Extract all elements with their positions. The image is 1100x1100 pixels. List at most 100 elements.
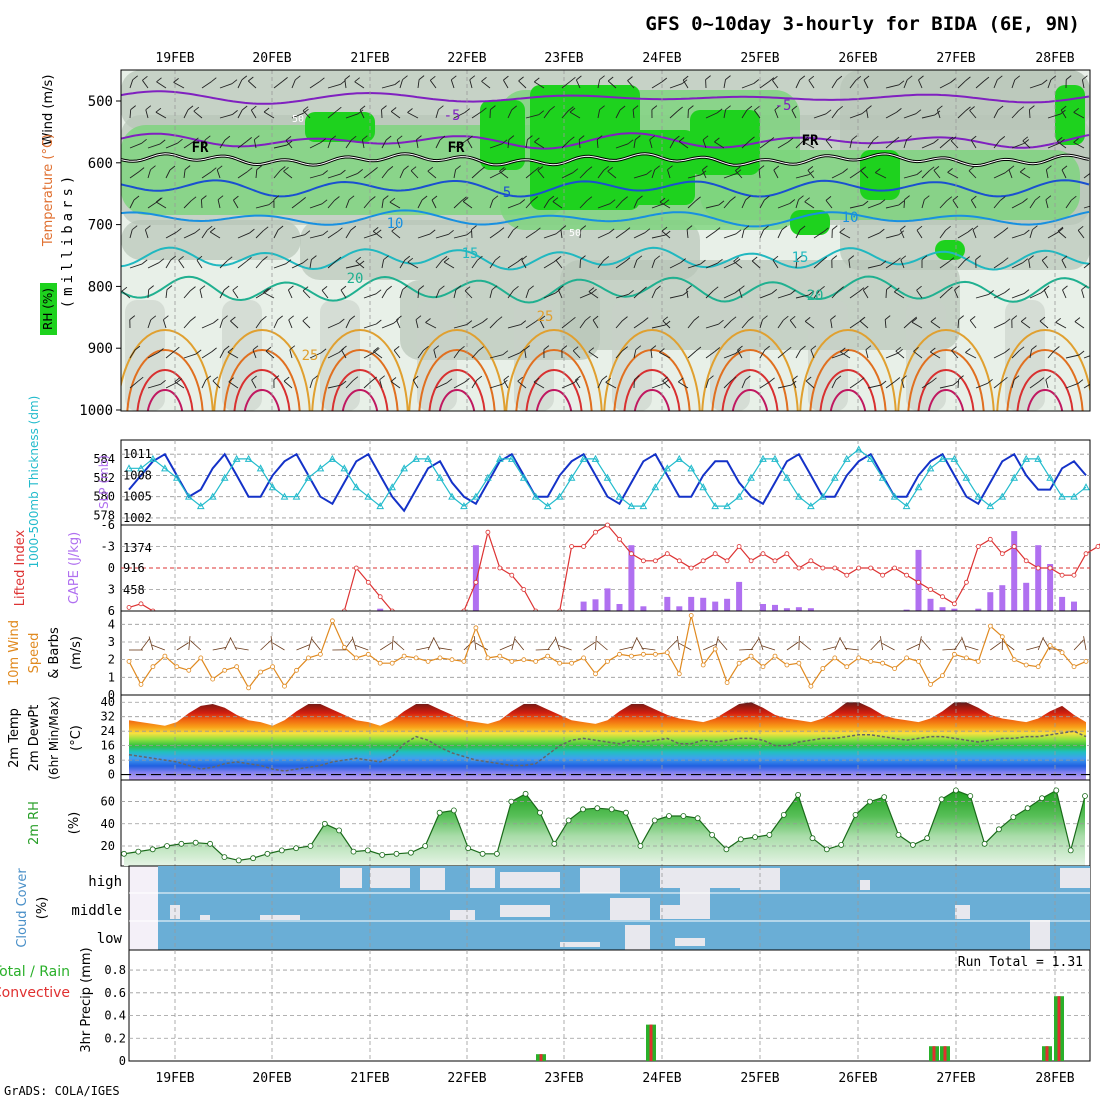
rh2m-point xyxy=(565,817,572,824)
wind-barb xyxy=(273,263,287,269)
wind-barb xyxy=(741,320,749,329)
wind10-barb-20 xyxy=(354,644,369,651)
wind-barb xyxy=(309,352,322,359)
wind-barb xyxy=(615,200,624,209)
rh-shade-green-1 xyxy=(480,100,525,170)
top-date-28FEB: 28FEB xyxy=(1035,51,1074,66)
wind-barb-feather xyxy=(970,135,977,141)
rh2m-point xyxy=(121,850,127,857)
bottom-date-20FEB: 20FEB xyxy=(252,1071,291,1086)
wind-barb-feather xyxy=(295,75,301,81)
li-point xyxy=(641,558,646,564)
warm-contour-2-3 xyxy=(341,389,379,411)
wind-barb xyxy=(255,204,270,209)
cloud-cell-9 xyxy=(860,880,870,890)
wind-barb xyxy=(993,172,1006,179)
wind-barb xyxy=(415,319,419,329)
wind-barb-feather xyxy=(511,105,517,111)
cloud-panel: high middle low Cloud Cover (%) xyxy=(15,865,1091,951)
isotherm-label-6: 10 xyxy=(387,216,404,232)
run-total: Run Total = 1.31 xyxy=(958,955,1083,970)
wind10-barb-58 xyxy=(822,646,837,651)
wind-barb-feather xyxy=(950,78,956,83)
thickness-point-39 xyxy=(591,454,600,462)
li-tick--6: -6 xyxy=(101,518,115,532)
wind-barb xyxy=(939,384,954,389)
wind-barb xyxy=(183,141,194,149)
cape-tick-458: 458 xyxy=(123,583,145,597)
rh2m-point xyxy=(178,840,185,847)
wind-barb-feather xyxy=(803,136,809,142)
wind-barb-feather xyxy=(916,225,923,231)
wind10-tick-1: 1 xyxy=(108,670,115,684)
wind-barb xyxy=(678,381,689,389)
wind-barb xyxy=(849,139,853,149)
li-point xyxy=(760,551,766,557)
wind-barb xyxy=(219,260,228,269)
wind10-point xyxy=(1035,664,1041,670)
wind-barb-feather xyxy=(718,319,724,325)
wind-barb xyxy=(633,349,637,359)
wind-barb-feather xyxy=(661,77,668,83)
wind-barb xyxy=(795,174,809,179)
wind-barb xyxy=(525,114,539,119)
wind-barb xyxy=(1047,79,1052,89)
wind10-barb-39 xyxy=(595,635,597,651)
wind10-point xyxy=(1071,664,1077,670)
wind-barb-feather xyxy=(560,225,567,230)
wind-barb-feather xyxy=(858,377,865,383)
thickness-point-78 xyxy=(1058,492,1066,500)
rh2m-point xyxy=(221,854,228,860)
warm-contour-4-0 xyxy=(505,329,603,411)
warm-contour-5-3 xyxy=(633,389,671,411)
wind10-barb-1 xyxy=(140,638,150,651)
wind-barb xyxy=(1045,379,1049,389)
wind-barb xyxy=(390,111,401,119)
wind-barb xyxy=(741,83,754,89)
wind-barb xyxy=(733,260,743,269)
wind-barb-feather xyxy=(482,318,488,323)
wind-barb-feather xyxy=(997,105,1004,111)
wind-barb-feather xyxy=(337,227,343,233)
wind-barb-feather xyxy=(1018,106,1025,112)
thickness-point-36 xyxy=(555,492,564,500)
rh2m-point xyxy=(1082,793,1088,799)
wind-barb xyxy=(939,82,951,89)
wind-barb xyxy=(525,231,536,239)
wind-barb-feather xyxy=(1078,350,1085,356)
wind-barb xyxy=(341,349,347,359)
thickness-point-54 xyxy=(771,454,779,462)
thickness-point-34 xyxy=(531,492,540,500)
wind10-point xyxy=(772,653,778,659)
precip-conv-bar-3 xyxy=(943,1046,947,1061)
wind-barb xyxy=(412,379,419,389)
wind-barb xyxy=(669,83,683,89)
wind-barb-feather xyxy=(375,289,382,295)
warm-contour-5-1 xyxy=(613,349,691,411)
wind-barb xyxy=(255,320,262,329)
wind-barb xyxy=(651,259,656,269)
wind-barb xyxy=(291,201,301,209)
wind-barb xyxy=(615,293,629,299)
wind10-barb-33 xyxy=(514,638,525,651)
wind-barb xyxy=(848,259,851,269)
wind-barb xyxy=(860,170,869,179)
wind-barb-feather xyxy=(933,138,939,144)
wind10-barb-16 xyxy=(311,638,321,651)
thickness-point-16 xyxy=(316,464,325,472)
wind-barb-feather xyxy=(459,345,465,351)
wind-barb-feather xyxy=(774,105,781,111)
wind-barb xyxy=(381,84,395,89)
thickness-point-74 xyxy=(1010,473,1019,481)
wind-barb-feather xyxy=(455,165,461,171)
wind-barb-feather xyxy=(894,377,901,382)
wind-barb-feather xyxy=(232,285,239,291)
wind-barb-feather xyxy=(790,289,796,295)
wind-barb xyxy=(507,229,514,239)
wind-barb-feather xyxy=(166,285,173,290)
wind-barb xyxy=(970,139,977,149)
wind-barb xyxy=(557,289,563,299)
